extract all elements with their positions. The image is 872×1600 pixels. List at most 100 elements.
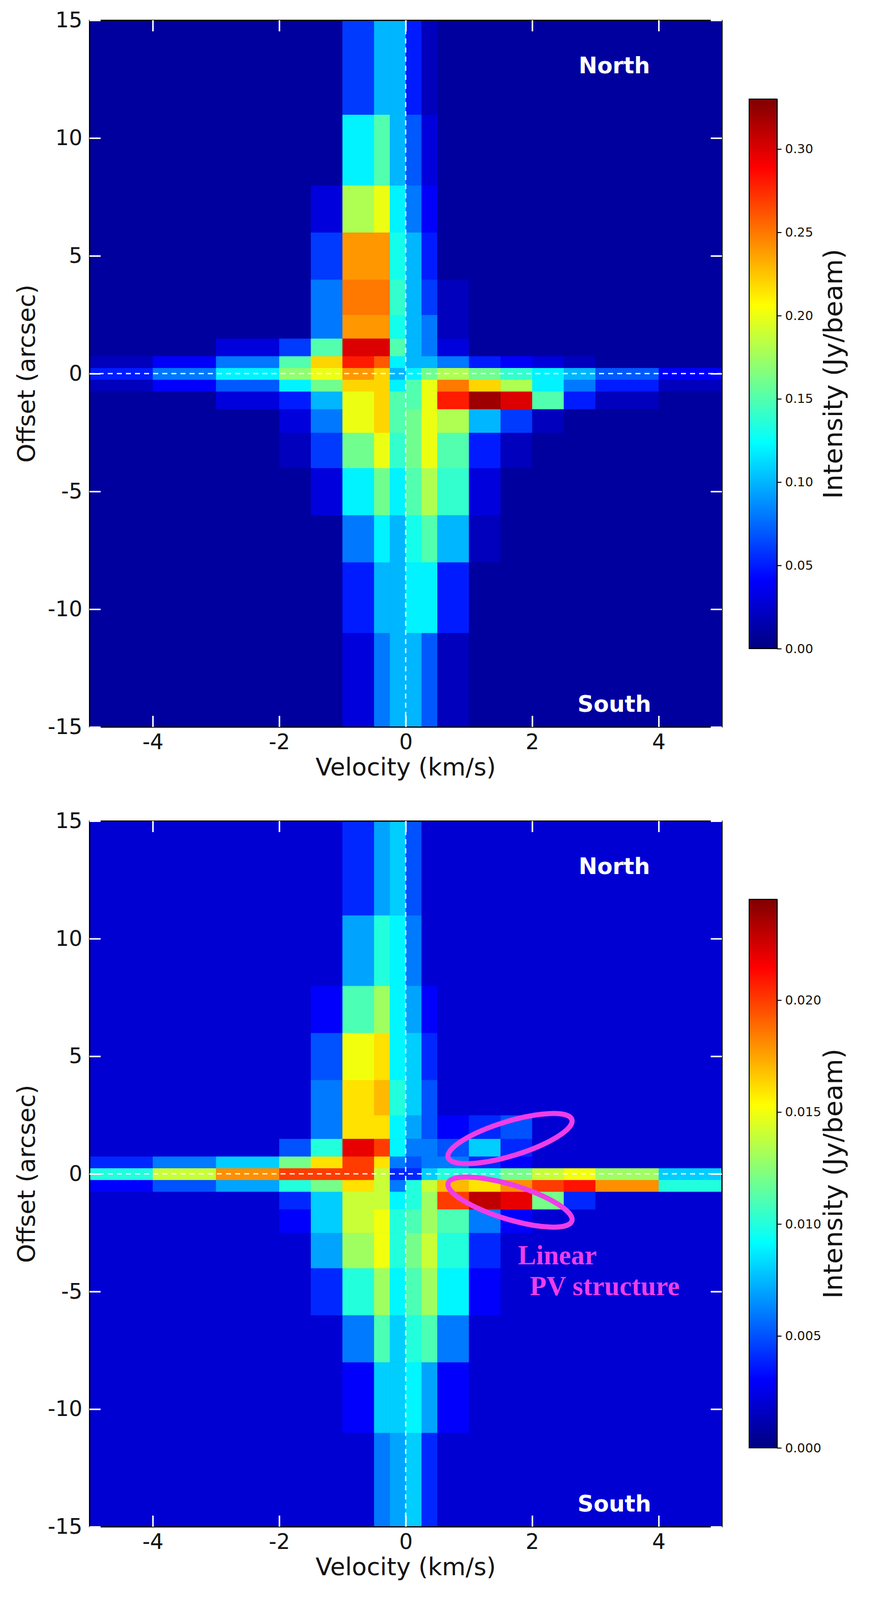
- cell: [279, 185, 311, 233]
- cell: [310, 432, 343, 469]
- cell: [500, 562, 533, 633]
- cell: [469, 1314, 501, 1363]
- cell: [563, 185, 596, 233]
- cell: [279, 562, 311, 633]
- cell: [595, 562, 660, 633]
- cell: [89, 1179, 154, 1192]
- cell: [279, 1267, 311, 1316]
- tick-label: 0: [68, 360, 83, 386]
- cell: [500, 391, 533, 410]
- tick-mark: [658, 820, 660, 833]
- cell: [532, 562, 565, 633]
- cell: [532, 467, 565, 516]
- cell: [279, 1156, 311, 1169]
- tick: [279, 820, 280, 833]
- cell: [500, 20, 533, 115]
- cell: [389, 432, 406, 469]
- cell: [563, 314, 596, 339]
- cell: [89, 515, 154, 563]
- cell: [310, 914, 343, 986]
- cell: [215, 1115, 280, 1139]
- cell: [279, 355, 311, 369]
- cell: [500, 1032, 533, 1081]
- cell: [215, 1209, 280, 1233]
- cell: [500, 467, 533, 516]
- cell: [215, 1314, 280, 1363]
- tick-label: 2: [525, 1529, 540, 1554]
- cell: [342, 1179, 375, 1192]
- cell: [532, 232, 565, 280]
- cell: [310, 632, 343, 727]
- tick-label: 15: [55, 808, 83, 834]
- cell: [279, 467, 311, 516]
- cell: [279, 338, 311, 357]
- cell: [563, 562, 596, 633]
- cell: [563, 114, 596, 186]
- cell: [421, 391, 438, 410]
- cell: [374, 338, 391, 357]
- axis-line: [776, 899, 778, 1449]
- cell: [405, 1267, 423, 1316]
- cell: [469, 355, 501, 369]
- cell: [563, 355, 596, 369]
- tick-label: 4: [652, 729, 666, 755]
- cell: [563, 432, 596, 469]
- cell: [89, 467, 154, 516]
- cell: [279, 432, 311, 469]
- cell: [421, 1361, 438, 1433]
- cell: [421, 1138, 438, 1157]
- cell: [152, 408, 217, 433]
- colorbar-title: Intensity (Jy/beam): [817, 248, 849, 499]
- cell: [405, 820, 423, 916]
- tick: -4: [142, 1515, 164, 1554]
- cell: [310, 391, 343, 410]
- cell: [437, 355, 470, 369]
- cell: [658, 391, 722, 410]
- tick-mark: [89, 820, 101, 822]
- cell: [437, 820, 470, 916]
- cell: [658, 314, 722, 339]
- cell: [374, 1079, 391, 1116]
- cell: [342, 1079, 375, 1116]
- cell: [89, 408, 154, 433]
- cell: [389, 1079, 406, 1116]
- tick: -15: [47, 714, 101, 740]
- cell: [310, 1191, 343, 1210]
- reference-line: [89, 373, 722, 375]
- highlight-label: Linear: [518, 1240, 598, 1271]
- cell: [563, 232, 596, 280]
- tick-label: -4: [142, 729, 164, 755]
- cell: [437, 1314, 470, 1363]
- tick: -2: [268, 1515, 291, 1554]
- cell: [405, 1314, 423, 1363]
- cell: [658, 1115, 722, 1139]
- tick: [152, 820, 154, 833]
- cell: [89, 279, 154, 316]
- cell: [437, 408, 470, 433]
- cell: [405, 391, 423, 410]
- cell: [595, 985, 660, 1034]
- cell: [310, 1432, 343, 1527]
- cell: [89, 1191, 154, 1210]
- cell: [421, 185, 438, 233]
- cell: [658, 379, 722, 392]
- plot-background: [89, 20, 722, 727]
- cell: [389, 1432, 406, 1527]
- cell: [595, 515, 660, 563]
- tick-mark: [152, 20, 154, 32]
- cell: [469, 632, 501, 727]
- cell: [342, 1115, 375, 1139]
- cell: [421, 1432, 438, 1527]
- tick: 0.10: [776, 474, 814, 490]
- cell: [658, 1314, 722, 1363]
- cell: [389, 1032, 406, 1081]
- cell: [310, 408, 343, 433]
- cell: [310, 232, 343, 280]
- cell: [279, 20, 311, 115]
- cell: [342, 1138, 375, 1157]
- cell: [500, 1079, 533, 1116]
- tick-mark: [89, 255, 101, 257]
- tick: 0.25: [776, 224, 814, 240]
- cell: [374, 391, 391, 410]
- tick-mark: [776, 1447, 782, 1449]
